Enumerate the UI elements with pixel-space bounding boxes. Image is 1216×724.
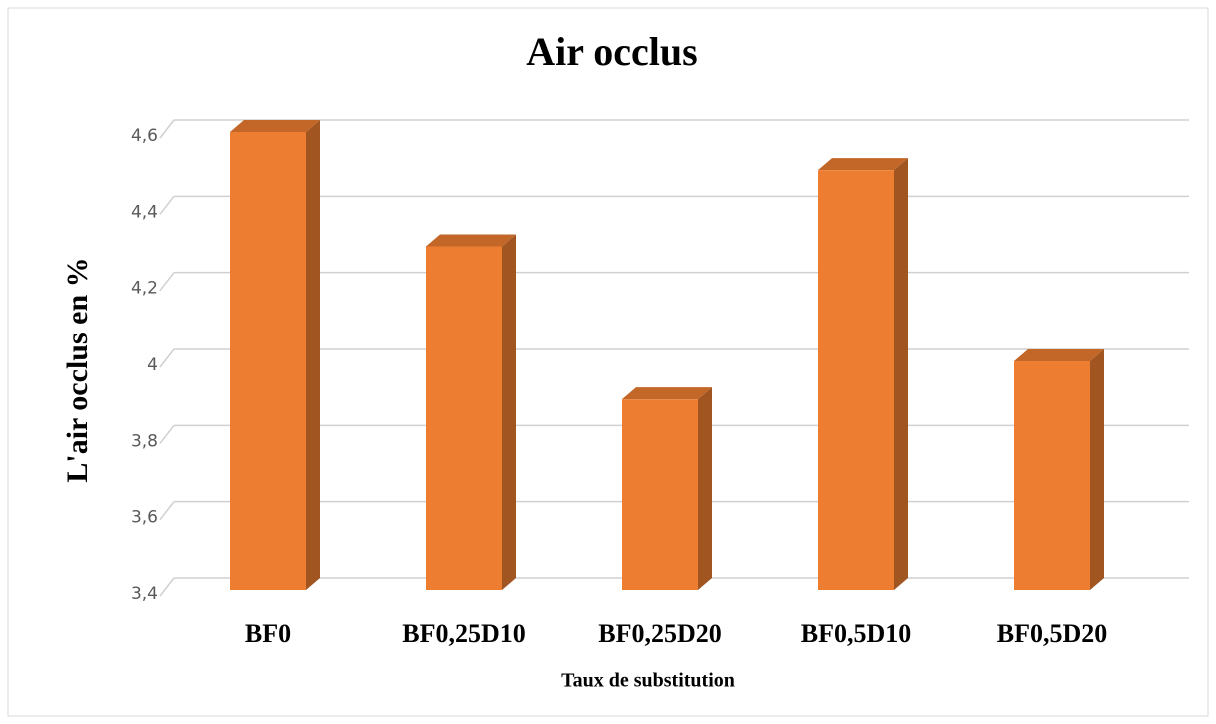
x-axis-title: Taux de substitution xyxy=(561,670,735,692)
bar-top xyxy=(230,120,320,132)
grid-line-side xyxy=(159,119,175,139)
y-tick-label: 3,8 xyxy=(131,431,158,451)
bar-top xyxy=(1014,349,1104,361)
grid-line-side xyxy=(159,272,175,292)
chart-border xyxy=(7,7,1209,717)
y-tick-label: 4,6 xyxy=(131,126,158,146)
y-axis-title: L'air occlus en % xyxy=(61,257,94,482)
x-tick-label: BF0,25D20 xyxy=(598,619,722,648)
grid-line-side xyxy=(159,195,175,215)
bar xyxy=(426,246,502,590)
y-tick-label: 3,6 xyxy=(131,508,158,528)
chart-title: Air occlus xyxy=(526,29,697,74)
bar-side xyxy=(502,234,516,590)
x-tick-label: BF0,25D10 xyxy=(402,619,526,648)
y-tick-label: 4,2 xyxy=(131,279,158,299)
bar-top xyxy=(622,387,712,400)
bar-top xyxy=(426,234,516,247)
bar xyxy=(622,399,698,590)
bar xyxy=(1014,361,1090,590)
y-tick-label: 3,4 xyxy=(131,584,158,604)
y-tick-label: 4,4 xyxy=(131,202,158,222)
bar xyxy=(818,170,894,590)
bar-top xyxy=(818,158,908,171)
y-tick-label: 4 xyxy=(147,355,158,375)
grid-line-side xyxy=(159,348,175,368)
bar-side xyxy=(894,158,908,590)
grid-line-side xyxy=(159,501,175,521)
bar-side xyxy=(1090,349,1104,590)
bar-side xyxy=(306,120,320,590)
x-tick-label: BF0 xyxy=(245,619,291,648)
grid-line-side xyxy=(159,577,175,597)
x-tick-label: BF0,5D10 xyxy=(801,619,912,648)
x-tick-label: BF0,5D20 xyxy=(997,619,1108,648)
bar-side xyxy=(698,387,712,590)
grid-line-side xyxy=(159,424,175,444)
bar xyxy=(230,132,306,590)
